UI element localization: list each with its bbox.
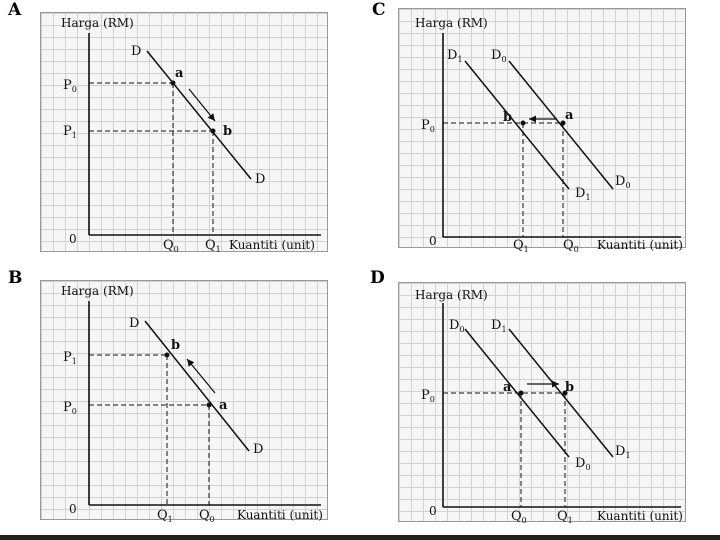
panel-letter-c: C <box>372 0 386 20</box>
x-axis-label: Kuantiti (unit) <box>597 238 683 252</box>
diagram-panel-b: Harga (RM) Kuantiti (unit) 0 D D b a P1 … <box>40 280 328 524</box>
panel-letter-a: A <box>8 0 22 20</box>
bottom-border <box>0 535 720 540</box>
diagram-panel-a: Harga (RM) Kuantiti (unit) 0 D D a b P0 … <box>40 12 328 254</box>
point-right-label: b <box>565 380 574 395</box>
right-curve-bottom-label: D0 <box>615 174 631 190</box>
diagram-panel-c: Harga (RM) Kuantiti (unit) 0 D1 D0 D1 D0… <box>398 8 686 254</box>
panel-letter-d: D <box>370 268 385 288</box>
demand-curve-bottom-label: D <box>253 442 263 457</box>
point-a-dot <box>170 80 176 86</box>
demand-curve-bottom-label: D <box>255 172 265 187</box>
origin-label: 0 <box>69 502 77 516</box>
point-b-dot <box>210 128 216 134</box>
q-left-label: Q0 <box>511 509 527 525</box>
demand-shift-left-diagram: Harga (RM) Kuantiti (unit) 0 D1 D0 D1 D0… <box>415 16 683 254</box>
origin-label: 0 <box>429 504 437 518</box>
x-axis-label: Kuantiti (unit) <box>229 238 315 252</box>
y-axis-label: Harga (RM) <box>61 284 134 298</box>
movement-along-demand-diagram-a: Harga (RM) Kuantiti (unit) 0 D D a b P0 … <box>61 16 321 254</box>
p-label: P0 <box>421 388 435 404</box>
point-right-label: a <box>565 108 574 123</box>
x-axis-label: Kuantiti (unit) <box>237 508 323 522</box>
right-curve-top-label: D0 <box>491 48 507 64</box>
demand-curve <box>144 320 250 452</box>
right-curve-top-label: D1 <box>491 318 507 334</box>
demand-curve-d1 <box>464 60 570 190</box>
point-left-label: b <box>503 110 512 125</box>
p-upper-label: P0 <box>63 78 77 94</box>
demand-curve-d0 <box>508 60 614 190</box>
movement-along-demand-diagram-b: Harga (RM) Kuantiti (unit) 0 D D b a P1 … <box>61 284 323 524</box>
demand-curve-d1 <box>508 328 614 458</box>
y-axis-label: Harga (RM) <box>415 288 488 302</box>
point-a-dot <box>518 390 524 396</box>
point-lower-label: b <box>223 124 232 139</box>
point-b-dot <box>164 352 170 358</box>
demand-shift-right-diagram: Harga (RM) Kuantiti (unit) 0 D0 D1 D0 D1… <box>415 288 683 525</box>
panel-letter-b: B <box>8 268 23 288</box>
q-right-label: Q0 <box>199 508 215 524</box>
origin-label: 0 <box>429 234 437 248</box>
p-lower-label: P0 <box>63 400 77 416</box>
left-curve-bottom-label: D0 <box>575 456 591 472</box>
point-b-dot <box>520 120 526 126</box>
right-curve-bottom-label: D1 <box>615 444 631 460</box>
demand-curve <box>146 50 252 180</box>
point-a-dot <box>206 402 212 408</box>
p-label: P0 <box>421 118 435 134</box>
q-right-label: Q0 <box>563 238 579 254</box>
movement-arrow <box>186 358 216 394</box>
point-b-dot <box>562 390 568 396</box>
y-axis-label: Harga (RM) <box>415 16 488 30</box>
q-left-label: Q1 <box>157 508 173 524</box>
q-right-label: Q1 <box>205 238 221 254</box>
p-lower-label: P1 <box>63 124 77 140</box>
q-right-label: Q1 <box>557 509 573 525</box>
left-curve-bottom-label: D1 <box>575 186 591 202</box>
q-left-label: Q1 <box>513 238 529 254</box>
p-upper-label: P1 <box>63 350 77 366</box>
y-axis-label: Harga (RM) <box>61 16 134 30</box>
left-curve-top-label: D1 <box>447 48 463 64</box>
origin-label: 0 <box>69 232 77 246</box>
point-left-label: a <box>503 380 512 395</box>
point-upper-label: b <box>171 338 180 353</box>
point-lower-label: a <box>219 398 228 413</box>
diagram-panel-d: Harga (RM) Kuantiti (unit) 0 D0 D1 D0 D1… <box>398 282 686 525</box>
demand-curve-top-label: D <box>131 44 141 59</box>
x-axis-label: Kuantiti (unit) <box>597 509 683 523</box>
point-a-dot <box>560 120 566 126</box>
left-curve-top-label: D0 <box>449 318 465 334</box>
demand-curve-top-label: D <box>129 316 139 331</box>
movement-arrow <box>188 88 216 122</box>
q-left-label: Q0 <box>163 238 179 254</box>
point-upper-label: a <box>175 66 184 81</box>
